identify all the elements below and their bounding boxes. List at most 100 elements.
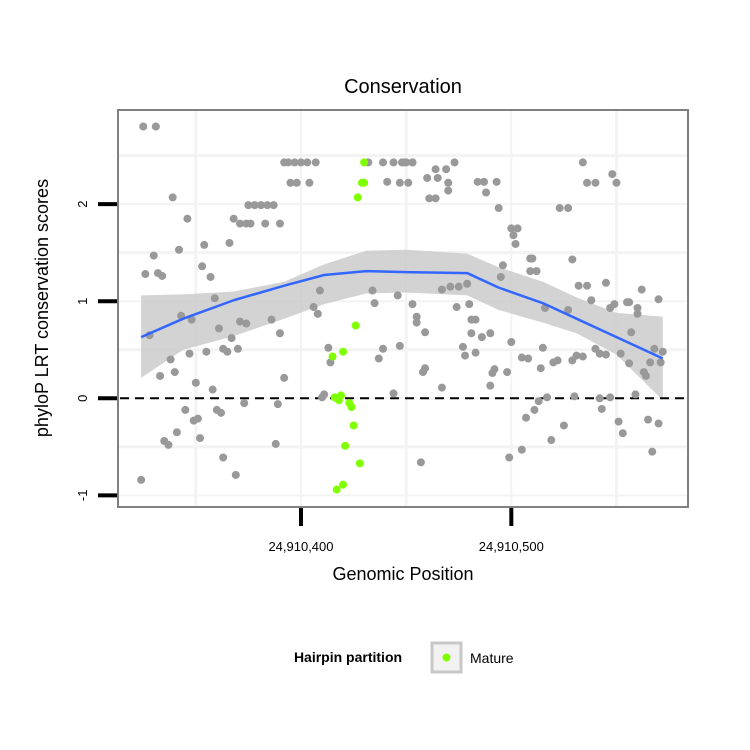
point-other <box>217 408 226 417</box>
point-other <box>633 309 642 318</box>
point-other <box>616 349 625 358</box>
point-other <box>627 328 636 337</box>
point-other <box>555 204 564 213</box>
legend-key-mature <box>442 653 451 662</box>
y-tick-label: 2 <box>75 201 90 208</box>
point-other <box>486 329 495 338</box>
point-other <box>240 399 249 408</box>
point-other <box>183 214 192 223</box>
point-other <box>227 334 236 343</box>
point-other <box>473 177 482 186</box>
point-other <box>158 271 167 280</box>
point-mature <box>336 391 345 400</box>
point-other <box>547 436 556 445</box>
point-other <box>166 355 175 364</box>
point-mature <box>353 193 362 202</box>
point-other <box>641 371 650 380</box>
confidence-ribbon-group <box>141 249 663 401</box>
point-other <box>471 315 480 324</box>
point-other <box>570 392 579 401</box>
point-other <box>418 368 427 377</box>
point-other <box>511 239 520 248</box>
point-other <box>404 178 413 187</box>
x-tick-label: 24,910,500 <box>479 539 544 554</box>
point-other <box>564 305 573 314</box>
point-other <box>496 272 505 281</box>
point-other <box>564 204 573 213</box>
point-other <box>633 304 642 313</box>
point-other <box>522 413 531 422</box>
point-other <box>618 429 627 438</box>
point-other <box>513 224 522 233</box>
y-axis-label: phyloP LRT conservation scores <box>32 179 52 437</box>
point-other <box>517 445 526 454</box>
point-other <box>446 282 455 291</box>
point-other <box>654 419 663 428</box>
point-other <box>219 453 228 462</box>
point-other <box>612 178 621 187</box>
point-other <box>191 378 200 387</box>
point-other <box>452 303 461 312</box>
point-other <box>242 319 251 328</box>
point-other <box>467 329 476 338</box>
point-other <box>408 300 417 309</box>
point-mature <box>351 321 360 330</box>
point-other <box>444 186 453 195</box>
point-other <box>395 341 404 350</box>
point-other <box>416 458 425 467</box>
point-other <box>654 295 663 304</box>
point-other <box>534 397 543 406</box>
panel-border <box>117 109 689 508</box>
point-other <box>498 261 507 270</box>
point-other <box>608 170 617 179</box>
point-other <box>494 204 503 213</box>
point-other <box>648 447 657 456</box>
smooth-line-group <box>140 269 664 360</box>
point-other <box>225 238 234 247</box>
point-other <box>486 381 495 390</box>
point-other <box>223 347 232 356</box>
point-other <box>454 282 463 291</box>
point-other <box>658 347 667 356</box>
point-other <box>193 414 202 423</box>
y-tick-label: -1 <box>75 490 90 502</box>
point-other <box>461 351 470 360</box>
point-other <box>507 224 516 233</box>
point-mature <box>341 441 350 450</box>
point-other <box>591 178 600 187</box>
point-other <box>374 354 383 363</box>
point-other <box>431 194 440 203</box>
point-other <box>583 281 592 290</box>
point-other <box>379 344 388 353</box>
point-other <box>646 358 655 367</box>
point-other <box>379 158 388 167</box>
point-other <box>583 178 592 187</box>
point-other <box>402 158 411 167</box>
point-other <box>389 158 398 167</box>
point-other <box>324 343 333 352</box>
point-other <box>412 318 421 327</box>
point-other <box>450 158 459 167</box>
point-other <box>320 390 329 399</box>
point-other <box>606 393 615 402</box>
point-other <box>200 240 209 249</box>
point-other <box>526 267 535 276</box>
point-other <box>538 343 547 352</box>
point-other <box>610 300 619 309</box>
point-other <box>433 173 442 182</box>
point-other <box>235 317 244 326</box>
point-other <box>198 262 207 271</box>
point-other <box>303 158 312 167</box>
point-other <box>305 178 314 187</box>
point-other <box>275 329 284 338</box>
point-other <box>395 178 404 187</box>
point-other <box>229 214 238 223</box>
y-axis-ticks: -1 0 1 2 <box>75 201 117 502</box>
point-other <box>437 383 446 392</box>
point-other <box>574 281 583 290</box>
point-other <box>261 219 270 228</box>
point-other <box>482 188 491 197</box>
point-other <box>181 405 190 414</box>
point-other <box>214 324 223 333</box>
point-other <box>595 349 604 358</box>
